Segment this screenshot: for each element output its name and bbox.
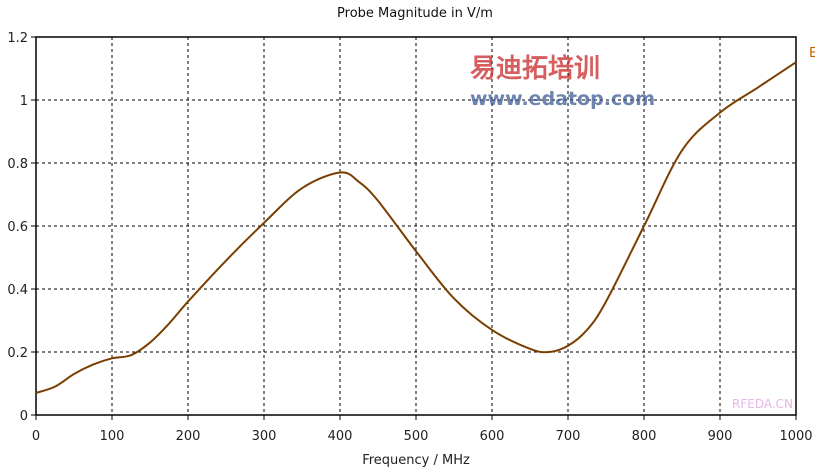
series-group [35, 61, 797, 394]
y-tick-label: 1.2 [7, 31, 28, 46]
x-axis-ticks: 0 100 200 300 400 500 600 700 800 900 1000 [32, 415, 813, 444]
x-tick-label: 400 [328, 429, 353, 444]
y-tick-label: 0.8 [7, 157, 28, 172]
x-axis-label: Frequency / MHz [362, 453, 470, 468]
x-tick-label: 100 [100, 429, 125, 444]
y-tick-label: 0 [20, 409, 28, 424]
grid [36, 37, 796, 415]
y-tick-label: 0.6 [7, 220, 28, 235]
series-line-e [35, 61, 797, 394]
x-tick-label: 600 [480, 429, 505, 444]
y-tick-label: 0.4 [7, 283, 28, 298]
x-tick-label: 500 [404, 429, 429, 444]
y-tick-label: 0.2 [7, 346, 28, 361]
y-axis-ticks: 0 0.2 0.4 0.6 0.8 1 1.2 [7, 31, 36, 424]
x-tick-label: 700 [556, 429, 581, 444]
y-tick-label: 1 [20, 94, 28, 109]
x-tick-label: 0 [32, 429, 40, 444]
x-tick-label: 200 [176, 429, 201, 444]
chart-title: Probe Magnitude in V/m [337, 6, 493, 21]
x-tick-label: 300 [252, 429, 277, 444]
x-tick-label: 800 [632, 429, 657, 444]
x-tick-label: 1000 [779, 429, 812, 444]
x-tick-label: 900 [708, 429, 733, 444]
legend-entry-e: E [809, 46, 815, 61]
